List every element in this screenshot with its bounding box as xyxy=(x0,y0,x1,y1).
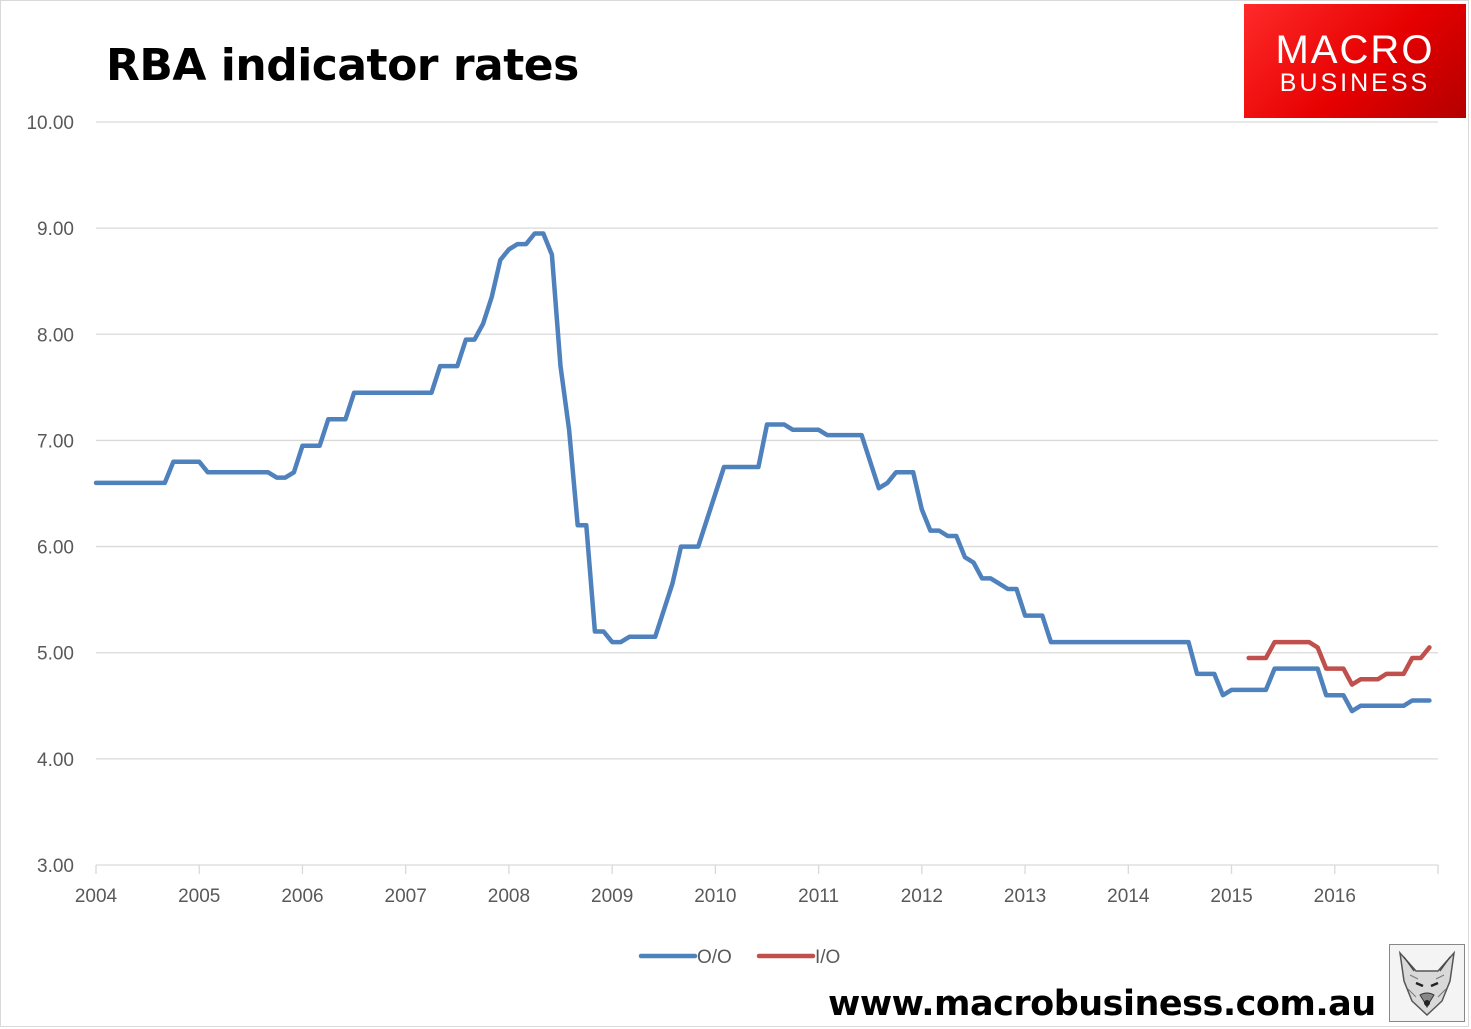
legend: O/O I/O xyxy=(638,947,840,968)
chart-title: RBA indicator rates xyxy=(106,40,579,91)
logo-line-2: BUSINESS xyxy=(1279,69,1431,97)
x-tick-label: 2008 xyxy=(488,886,530,907)
legend-label: I/O xyxy=(815,947,840,968)
logo-line-1: MACRO xyxy=(1275,28,1435,72)
macro-business-logo: MACRO BUSINESS xyxy=(1244,4,1466,118)
x-tick-label: 2004 xyxy=(75,886,118,907)
x-tick-label: 2009 xyxy=(591,886,633,907)
x-tick-label: 2005 xyxy=(178,886,220,907)
x-tick-label: 2013 xyxy=(1004,886,1046,907)
y-tick-label: 9.00 xyxy=(37,219,74,240)
website-url: www.macrobusiness.com.au xyxy=(828,984,1376,1024)
gridlines xyxy=(96,121,1438,760)
x-tick-label: 2015 xyxy=(1210,886,1252,907)
y-axis-labels: 3.00 4.00 5.00 6.00 7.00 8.00 9.00 10.00 xyxy=(26,113,74,877)
x-tick-label: 2016 xyxy=(1314,886,1356,907)
x-tick-label: 2011 xyxy=(798,886,839,907)
y-tick-label: 10.00 xyxy=(26,113,74,134)
x-axis-labels: 2004 2005 2006 2007 2008 2009 2010 2011 2012 2013… xyxy=(75,886,1356,907)
fox-head-icon xyxy=(1389,944,1465,1022)
series-line-i-o xyxy=(1246,639,1432,687)
x-tick-label: 2010 xyxy=(694,886,736,907)
x-tick-label: 2014 xyxy=(1107,886,1150,907)
series-line-o-o xyxy=(93,231,1432,714)
x-tick-label: 2006 xyxy=(281,886,323,907)
series-lines xyxy=(93,231,1432,714)
y-tick-label: 6.00 xyxy=(37,538,74,559)
y-tick-label: 5.00 xyxy=(37,644,74,665)
y-tick-label: 3.00 xyxy=(37,856,74,877)
x-tick-label: 2012 xyxy=(901,886,943,907)
legend-label: O/O xyxy=(697,947,732,968)
y-tick-label: 7.00 xyxy=(37,431,74,452)
y-tick-label: 4.00 xyxy=(37,750,74,771)
y-tick-label: 8.00 xyxy=(37,325,74,346)
x-tick-label: 2007 xyxy=(385,886,427,907)
x-axis xyxy=(95,864,1439,874)
